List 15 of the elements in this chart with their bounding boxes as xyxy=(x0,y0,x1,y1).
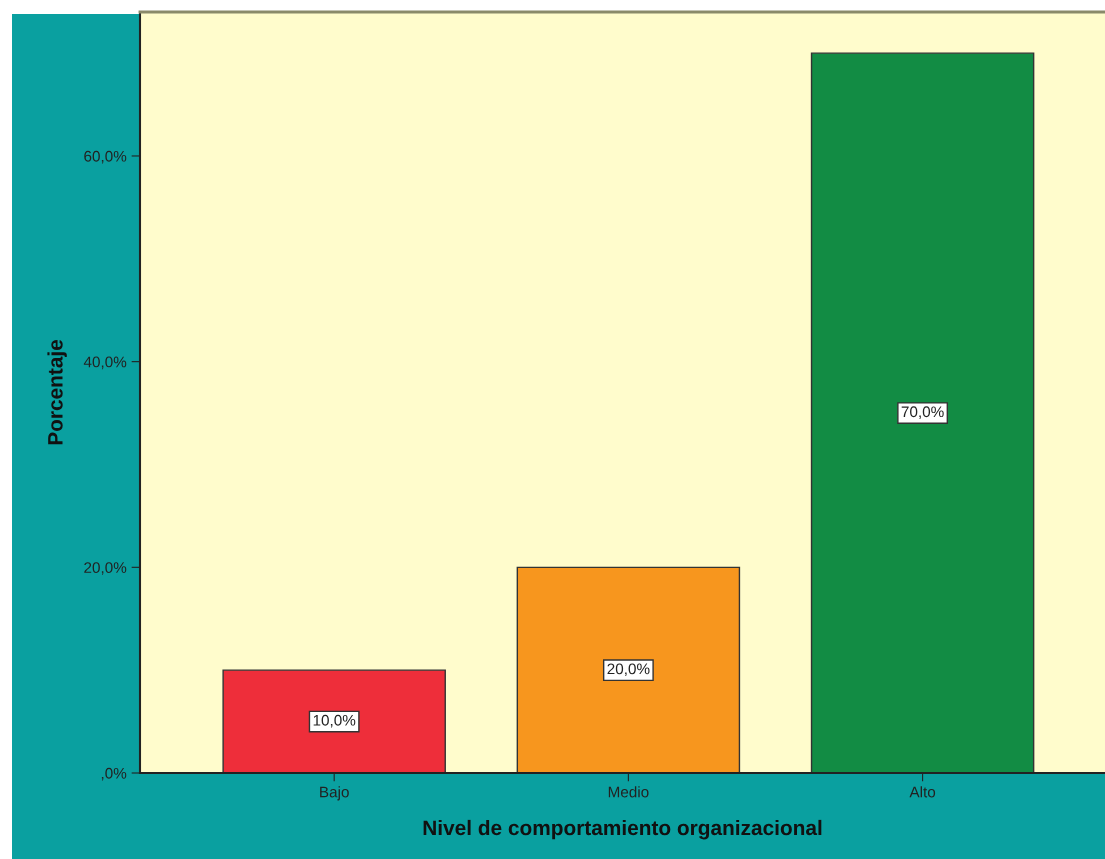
bar xyxy=(516,566,741,773)
y-tick-label: 20,0% xyxy=(84,562,127,575)
x-axis-title: Nivel de comportamiento organizacional xyxy=(423,819,822,840)
data-label: 20,0% xyxy=(607,663,650,677)
data-label: 70,0% xyxy=(901,406,944,419)
x-tick-label: Bajo xyxy=(320,786,349,801)
x-tick-label: Alto xyxy=(909,786,936,798)
y-tick-label: 60,0% xyxy=(84,150,127,164)
x-tick-label: Medio xyxy=(608,786,649,798)
data-label: 10,0% xyxy=(313,714,356,728)
bar xyxy=(222,669,446,773)
y-tick-label: 40,0% xyxy=(83,356,127,370)
bar xyxy=(810,52,1035,773)
y-tick-label: ,0% xyxy=(101,767,127,781)
y-axis-title: Porcentaje xyxy=(47,339,67,445)
